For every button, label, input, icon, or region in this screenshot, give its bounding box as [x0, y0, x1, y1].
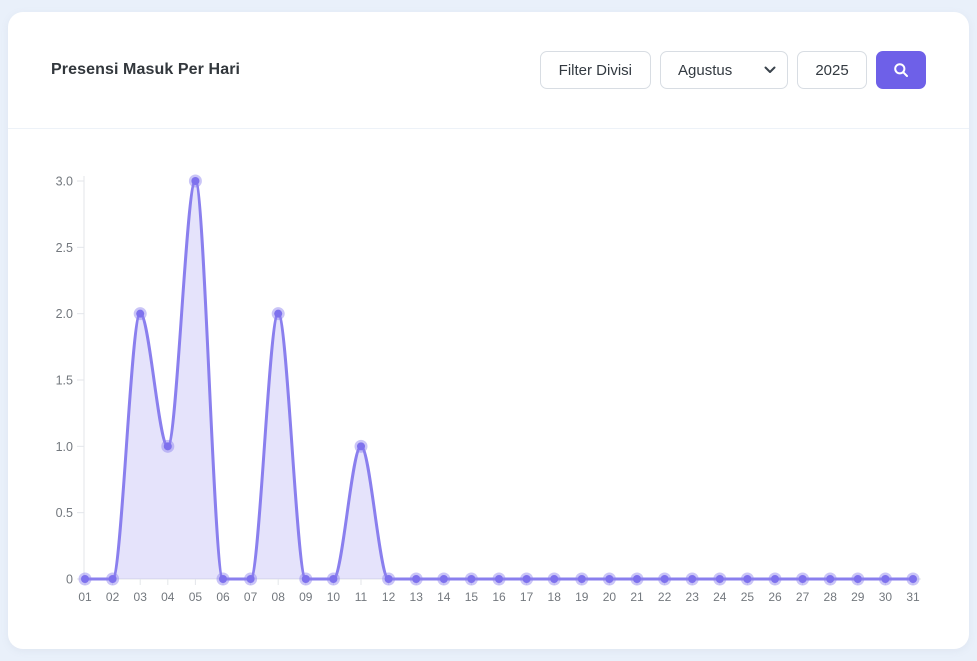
year-input[interactable] — [797, 51, 867, 89]
x-axis-tick-label: 21 — [630, 590, 644, 604]
x-axis-tick-label: 15 — [465, 590, 479, 604]
y-axis-tick-label: 0 — [66, 573, 73, 587]
chart-point[interactable] — [633, 575, 641, 583]
x-axis-tick-label: 07 — [244, 590, 258, 604]
x-axis-tick-label: 27 — [796, 590, 810, 604]
x-axis-tick-label: 28 — [824, 590, 838, 604]
x-axis-tick-label: 26 — [768, 590, 782, 604]
x-axis-tick-label: 18 — [548, 590, 562, 604]
chart-point[interactable] — [798, 575, 807, 583]
filter-divisi-button[interactable]: Filter Divisi — [539, 51, 651, 89]
y-axis-tick-label: 3.0 — [56, 175, 73, 189]
x-axis-tick-label: 01 — [78, 590, 92, 604]
chart-point[interactable] — [826, 575, 835, 583]
chart-point[interactable] — [909, 575, 917, 583]
y-axis-tick-label: 2.0 — [56, 307, 73, 321]
search-button[interactable] — [876, 51, 926, 89]
attendance-area-chart: 0 0.5 1.0 1.5 2.0 2.5 3.0 01 02 03 04 05 06 07 08 09 10 1… — [56, 174, 921, 604]
chart-point[interactable] — [550, 575, 559, 583]
x-axis-tick-label: 03 — [134, 590, 148, 604]
chart-point[interactable] — [577, 575, 586, 583]
chart-point[interactable] — [853, 575, 862, 583]
x-axis-tick-label: 20 — [603, 590, 617, 604]
y-axis-tick-label: 2.5 — [56, 241, 73, 255]
x-axis-tick-label: 22 — [658, 590, 672, 604]
y-axis-tick-label: 0.5 — [56, 506, 73, 520]
x-axis-tick-label: 16 — [492, 590, 506, 604]
x-axis-tick-label: 05 — [189, 590, 203, 604]
chart-point[interactable] — [108, 575, 117, 583]
chart-point[interactable] — [688, 575, 697, 583]
chart-point[interactable] — [522, 575, 531, 583]
x-axis-tick-label: 02 — [106, 590, 120, 604]
x-axis-tick-label: 12 — [382, 590, 396, 604]
y-axis-tick-label: 1.5 — [56, 374, 73, 388]
chart-point[interactable] — [605, 575, 614, 583]
chart-point[interactable] — [357, 442, 365, 451]
chart-point[interactable] — [274, 309, 283, 318]
x-axis-tick-label: 11 — [355, 590, 368, 604]
x-axis-tick-label: 29 — [851, 590, 865, 604]
x-axis-tick-label: 08 — [272, 590, 286, 604]
chart-point[interactable] — [743, 575, 752, 583]
search-icon — [893, 62, 909, 78]
series-area — [85, 181, 913, 579]
card-header: Presensi Masuk Per Hari Filter Divisi Ag… — [8, 12, 969, 129]
y-axis-tick-label: 1.0 — [56, 440, 73, 454]
chart-point[interactable] — [495, 575, 503, 583]
chart-point[interactable] — [660, 575, 669, 583]
filter-bar: Filter Divisi Agustus — [539, 51, 926, 89]
chart-wrap: 0 0.5 1.0 1.5 2.0 2.5 3.0 01 02 03 04 05 06 07 08 09 10 1… — [8, 136, 969, 641]
x-axis-tick-label: 13 — [410, 590, 424, 604]
presensi-card: Presensi Masuk Per Hari Filter Divisi Ag… — [8, 12, 969, 649]
chart-point[interactable] — [136, 309, 145, 318]
x-axis-tick-label: 25 — [741, 590, 755, 604]
chart-point[interactable] — [163, 442, 172, 451]
month-select[interactable]: Agustus — [660, 51, 788, 89]
x-axis-tick-label: 19 — [575, 590, 589, 604]
x-axis-tick-label: 09 — [299, 590, 313, 604]
x-axis-tick-label: 24 — [713, 590, 727, 604]
chart-point[interactable] — [467, 575, 476, 583]
chart-point[interactable] — [715, 575, 724, 583]
chart-point[interactable] — [329, 575, 338, 583]
x-axis-tick-label: 31 — [906, 590, 920, 604]
chart-point[interactable] — [81, 575, 89, 583]
month-select-wrap: Agustus — [660, 51, 788, 89]
x-axis-tick-label: 23 — [686, 590, 700, 604]
chart-point[interactable] — [219, 575, 227, 583]
x-axis-tick-label: 06 — [216, 590, 230, 604]
chart-point[interactable] — [771, 575, 779, 583]
chart-point[interactable] — [384, 575, 393, 583]
chart-point[interactable] — [881, 575, 890, 583]
x-axis-tick-label: 04 — [161, 590, 175, 604]
chart-point[interactable] — [246, 575, 255, 583]
x-axis-tick-label: 30 — [879, 590, 893, 604]
chart-point[interactable] — [412, 575, 421, 583]
x-axis-tick-label: 14 — [437, 590, 451, 604]
x-axis-tick-label: 17 — [520, 590, 534, 604]
page-title: Presensi Masuk Per Hari — [51, 61, 241, 78]
chart-point[interactable] — [301, 575, 310, 583]
chart-point[interactable] — [439, 575, 448, 583]
chart-point[interactable] — [191, 177, 200, 185]
x-axis-tick-label: 10 — [327, 590, 341, 604]
